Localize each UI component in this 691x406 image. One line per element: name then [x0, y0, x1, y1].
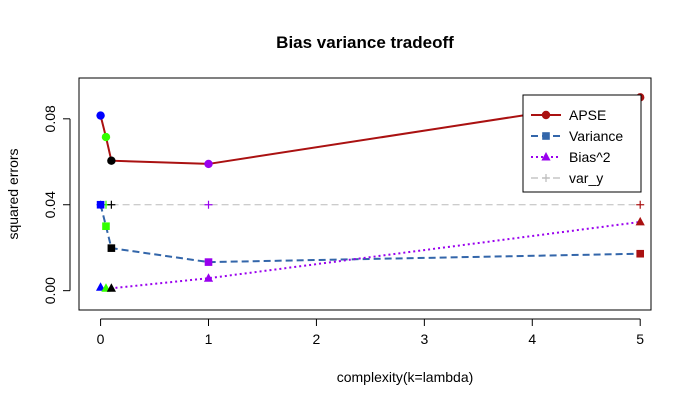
data-point-bias-2 [95, 282, 106, 291]
data-point-variance [636, 249, 645, 258]
data-point-bias-2 [203, 273, 214, 282]
legend-marker-var-y [542, 174, 550, 182]
legend-marker-variance [542, 132, 550, 140]
data-point-apse [101, 132, 111, 142]
legend-marker-bias-2 [541, 152, 551, 161]
data-point-apse [107, 156, 116, 165]
data-point-var-y [107, 200, 116, 209]
y-tick-label: 0.00 [42, 277, 58, 304]
data-point-bias-2 [635, 216, 645, 226]
data-point-variance [96, 200, 105, 209]
data-point-apse [96, 111, 105, 120]
data-point-variance [102, 222, 110, 231]
y-tick-label: 0.04 [42, 191, 58, 218]
legend-label-variance: Variance [569, 128, 623, 144]
legend-marker-apse [541, 110, 551, 120]
data-point-bias-2 [106, 283, 116, 292]
series-line-variance [99, 204, 641, 264]
x-axis-label: complexity(k=lambda) [337, 369, 474, 385]
legend-label-apse: APSE [569, 107, 606, 123]
y-tick-label: 0.08 [42, 105, 58, 132]
data-point-var-y [204, 200, 213, 209]
plot-frame [78, 77, 652, 311]
y-axis-label: squared errors [5, 148, 21, 239]
data-point-variance [107, 244, 116, 252]
data-point-var-y [636, 200, 645, 209]
x-tick-label: 4 [528, 331, 536, 347]
legend-box [522, 94, 642, 193]
axes: 0 1 2 3 4 5 0.00 0.04 0.08 [42, 105, 644, 347]
series-layer [95, 93, 645, 292]
legend-label-var-y: var_y [569, 170, 603, 186]
series-line-bias-2 [100, 220, 641, 290]
data-point-apse [204, 159, 213, 169]
legend: APSE Variance Bias^2 var_y [522, 94, 642, 193]
legend-label-bias-2: Bias^2 [569, 149, 611, 165]
x-tick-label: 1 [205, 331, 213, 347]
x-tick-label: 0 [97, 331, 105, 347]
data-point-variance [204, 258, 213, 266]
x-tick-label: 3 [420, 331, 428, 347]
chart-title: Bias variance tradeoff [276, 33, 454, 52]
x-tick-label: 2 [313, 331, 321, 347]
x-tick-label: 5 [636, 331, 644, 347]
